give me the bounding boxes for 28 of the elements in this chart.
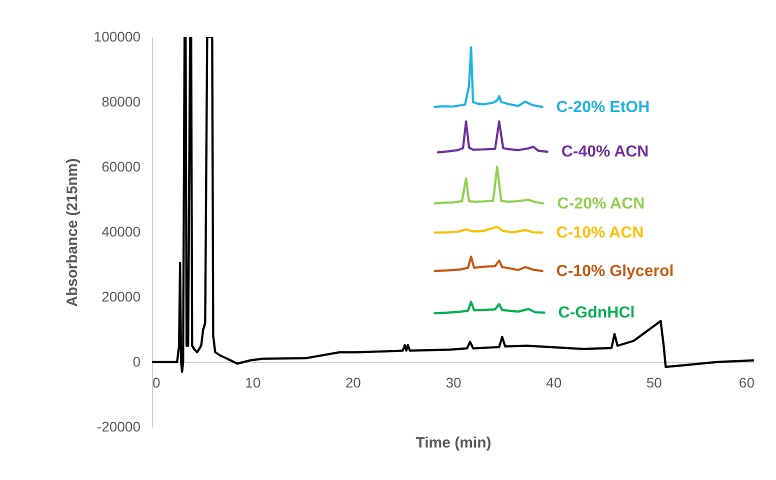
series-label: C-20% ACN bbox=[557, 195, 645, 212]
series-label: C-20% EtOH bbox=[556, 98, 650, 116]
line-series bbox=[434, 300, 546, 314]
y-tick-label: 0 bbox=[132, 354, 141, 370]
y-tick-label: 100000 bbox=[94, 28, 141, 44]
x-tick-label: 50 bbox=[646, 374, 662, 390]
y-tick-label: 80000 bbox=[102, 94, 141, 110]
series-label: C-GdnHCl bbox=[558, 304, 635, 322]
x-tick-label: 20 bbox=[345, 374, 362, 390]
y-tick-label: 20000 bbox=[102, 288, 141, 304]
line-series bbox=[434, 166, 544, 204]
x-tick-label: 0 bbox=[152, 374, 160, 390]
x-tick-label: 40 bbox=[546, 374, 562, 390]
y-tick-label: 60000 bbox=[102, 158, 141, 174]
series-label: C-10% ACN bbox=[556, 224, 644, 242]
y-axis-title: Absorbance (215nm) bbox=[64, 158, 81, 307]
y-tick-label: 40000 bbox=[102, 224, 141, 240]
x-tick-label: 60 bbox=[738, 374, 755, 390]
x-axis-title: Time (min) bbox=[416, 434, 492, 452]
x-tick-label: 10 bbox=[245, 374, 261, 390]
line-series bbox=[434, 46, 544, 108]
line-series bbox=[436, 120, 548, 154]
line-series bbox=[152, 37, 754, 373]
series-label: C-10% Glycerol bbox=[556, 263, 674, 280]
y-tick-label: -20000 bbox=[96, 418, 141, 434]
line-series bbox=[434, 256, 544, 272]
x-tick-label: 30 bbox=[446, 374, 462, 390]
series-label: C-40% ACN bbox=[561, 144, 649, 161]
